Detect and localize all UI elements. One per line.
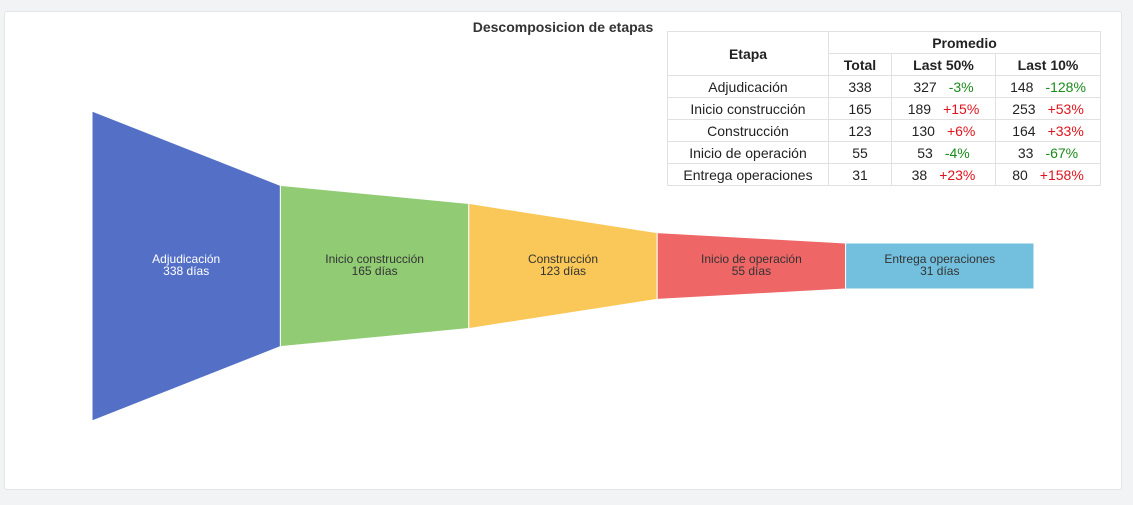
segment-value: 31 días — [920, 264, 959, 278]
cell-last50: 38 +23% — [891, 163, 996, 186]
cell-last50: 327 -3% — [891, 75, 996, 98]
header-stage: Etapa — [667, 31, 829, 76]
cell-stage: Entrega operaciones — [667, 163, 829, 186]
cell-total: 338 — [828, 75, 892, 98]
cell-change: +158% — [1039, 166, 1084, 183]
cell-value: 80 — [1012, 166, 1028, 183]
cell-change: +53% — [1047, 100, 1084, 117]
cell-total: 123 — [828, 119, 892, 142]
cell-stage: Inicio de operación — [667, 141, 829, 164]
segment-label: Adjudicación — [152, 252, 220, 266]
header-total: Total — [828, 53, 892, 76]
cell-last50: 189 +15% — [891, 97, 996, 120]
cell-change: -67% — [1045, 144, 1079, 161]
cell-stage: Construcción — [667, 119, 829, 142]
segment-label: Entrega operaciones — [884, 252, 995, 266]
cell-value: 189 — [907, 100, 932, 117]
segment-value: 338 días — [163, 264, 209, 278]
segment-value: 165 días — [352, 264, 398, 278]
cell-stage: Inicio construcción — [667, 97, 829, 120]
cell-total: 55 — [828, 141, 892, 164]
segment-value: 55 días — [732, 264, 771, 278]
table-row: Inicio de operación 55 53 -4% 33 -67% — [667, 141, 1101, 164]
cell-last10: 33 -67% — [995, 141, 1101, 164]
cell-stage: Adjudicación — [667, 75, 829, 98]
cell-last10: 253 +53% — [995, 97, 1101, 120]
stats-table: Etapa Promedio Total Last 50% Last 10% A… — [667, 31, 1101, 186]
cell-total: 165 — [828, 97, 892, 120]
segment-label: Inicio de operación — [701, 252, 802, 266]
chart-title: Descomposicion de etapas — [472, 19, 654, 35]
cell-value: 253 — [1012, 100, 1036, 117]
cell-value: 327 — [913, 78, 937, 95]
table-row: Inicio construcción 165 189 +15% 253 +53% — [667, 97, 1101, 120]
cell-change: +6% — [946, 122, 976, 139]
cell-value: 148 — [1010, 78, 1034, 95]
cell-value: 130 — [911, 122, 935, 139]
table-row: Adjudicación 338 327 -3% 148 -128% — [667, 75, 1101, 98]
cell-change: -4% — [944, 144, 970, 161]
cell-change: +23% — [939, 166, 976, 183]
table-row: Entrega operaciones 31 38 +23% 80 +158% — [667, 163, 1101, 186]
cell-value: 53 — [917, 144, 933, 161]
cell-total: 31 — [828, 163, 892, 186]
cell-last50: 130 +6% — [891, 119, 996, 142]
cell-value: 38 — [911, 166, 928, 183]
cell-change: -3% — [948, 78, 974, 95]
segment-label: Inicio construcción — [325, 252, 424, 266]
header-last10: Last 10% — [995, 53, 1101, 76]
segment-label: Construcción — [528, 252, 598, 266]
cell-last10: 80 +158% — [995, 163, 1101, 186]
segment-value: 123 días — [540, 264, 586, 278]
cell-change: +15% — [943, 100, 980, 117]
header-last50: Last 50% — [891, 53, 996, 76]
cell-last50: 53 -4% — [891, 141, 996, 164]
cell-value: 33 — [1017, 144, 1034, 161]
cell-value: 164 — [1012, 122, 1036, 139]
table-row: Construcción 123 130 +6% 164 +33% — [667, 119, 1101, 142]
header-promedio: Promedio — [828, 31, 1101, 54]
cell-change: -128% — [1045, 78, 1086, 95]
funnel-segment[interactable] — [845, 242, 1035, 290]
cell-last10: 164 +33% — [995, 119, 1101, 142]
cell-change: +33% — [1047, 122, 1084, 139]
cell-last10: 148 -128% — [995, 75, 1101, 98]
